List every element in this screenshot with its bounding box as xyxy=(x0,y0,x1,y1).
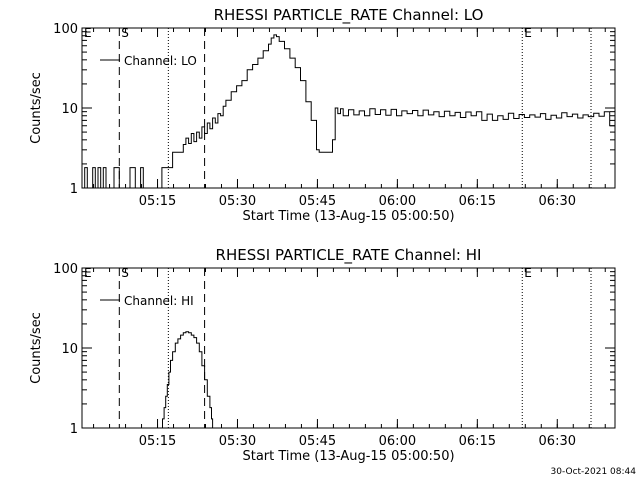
marker-label: E xyxy=(84,26,92,40)
chart-title: RHESSI PARTICLE_RATE Channel: HI xyxy=(216,246,482,265)
marker-label: S xyxy=(121,26,129,40)
legend-label: Channel: LO xyxy=(124,54,197,68)
y-tick-label: 10 xyxy=(61,342,78,357)
x-tick-label: 06:00 xyxy=(379,194,416,209)
marker-label: E xyxy=(84,266,92,280)
marker-label: E xyxy=(524,26,532,40)
plot-frame-0 xyxy=(81,27,616,189)
y-tick-label: 100 xyxy=(53,262,78,277)
x-tick-label: 05:30 xyxy=(219,194,256,209)
x-tick-label: 05:15 xyxy=(139,434,176,449)
x-tick-label: 06:30 xyxy=(539,194,576,209)
x-tick-label: 06:00 xyxy=(379,434,416,449)
x-axis-label: Start Time (13-Aug-15 05:00:50) xyxy=(242,449,454,464)
footer-timestamp: 30-Oct-2021 08:44 xyxy=(551,467,637,477)
x-tick-label: 05:15 xyxy=(139,194,176,209)
x-tick-label: 05:30 xyxy=(219,434,256,449)
marker-label: E xyxy=(524,266,532,280)
x-tick-label: 06:15 xyxy=(459,194,496,209)
data-series-line xyxy=(160,331,214,429)
legend-label: Channel: HI xyxy=(124,294,194,308)
data-series-line xyxy=(82,34,616,189)
y-tick-label: 100 xyxy=(53,22,78,37)
x-tick-label: 06:15 xyxy=(459,434,496,449)
x-tick-label: 05:45 xyxy=(299,434,336,449)
x-axis-label: Start Time (13-Aug-15 05:00:50) xyxy=(242,209,454,224)
chart-title: RHESSI PARTICLE_RATE Channel: LO xyxy=(214,6,484,25)
y-tick-label: 1 xyxy=(70,182,78,197)
y-tick-label: 10 xyxy=(61,102,78,117)
plot-frame-1 xyxy=(81,267,616,429)
marker-label: S xyxy=(121,266,129,280)
x-tick-label: 06:30 xyxy=(539,434,576,449)
x-tick-label: 05:45 xyxy=(299,194,336,209)
y-axis-label: Counts/sec xyxy=(29,312,44,384)
y-tick-label: 1 xyxy=(70,422,78,437)
y-axis-label: Counts/sec xyxy=(29,72,44,144)
